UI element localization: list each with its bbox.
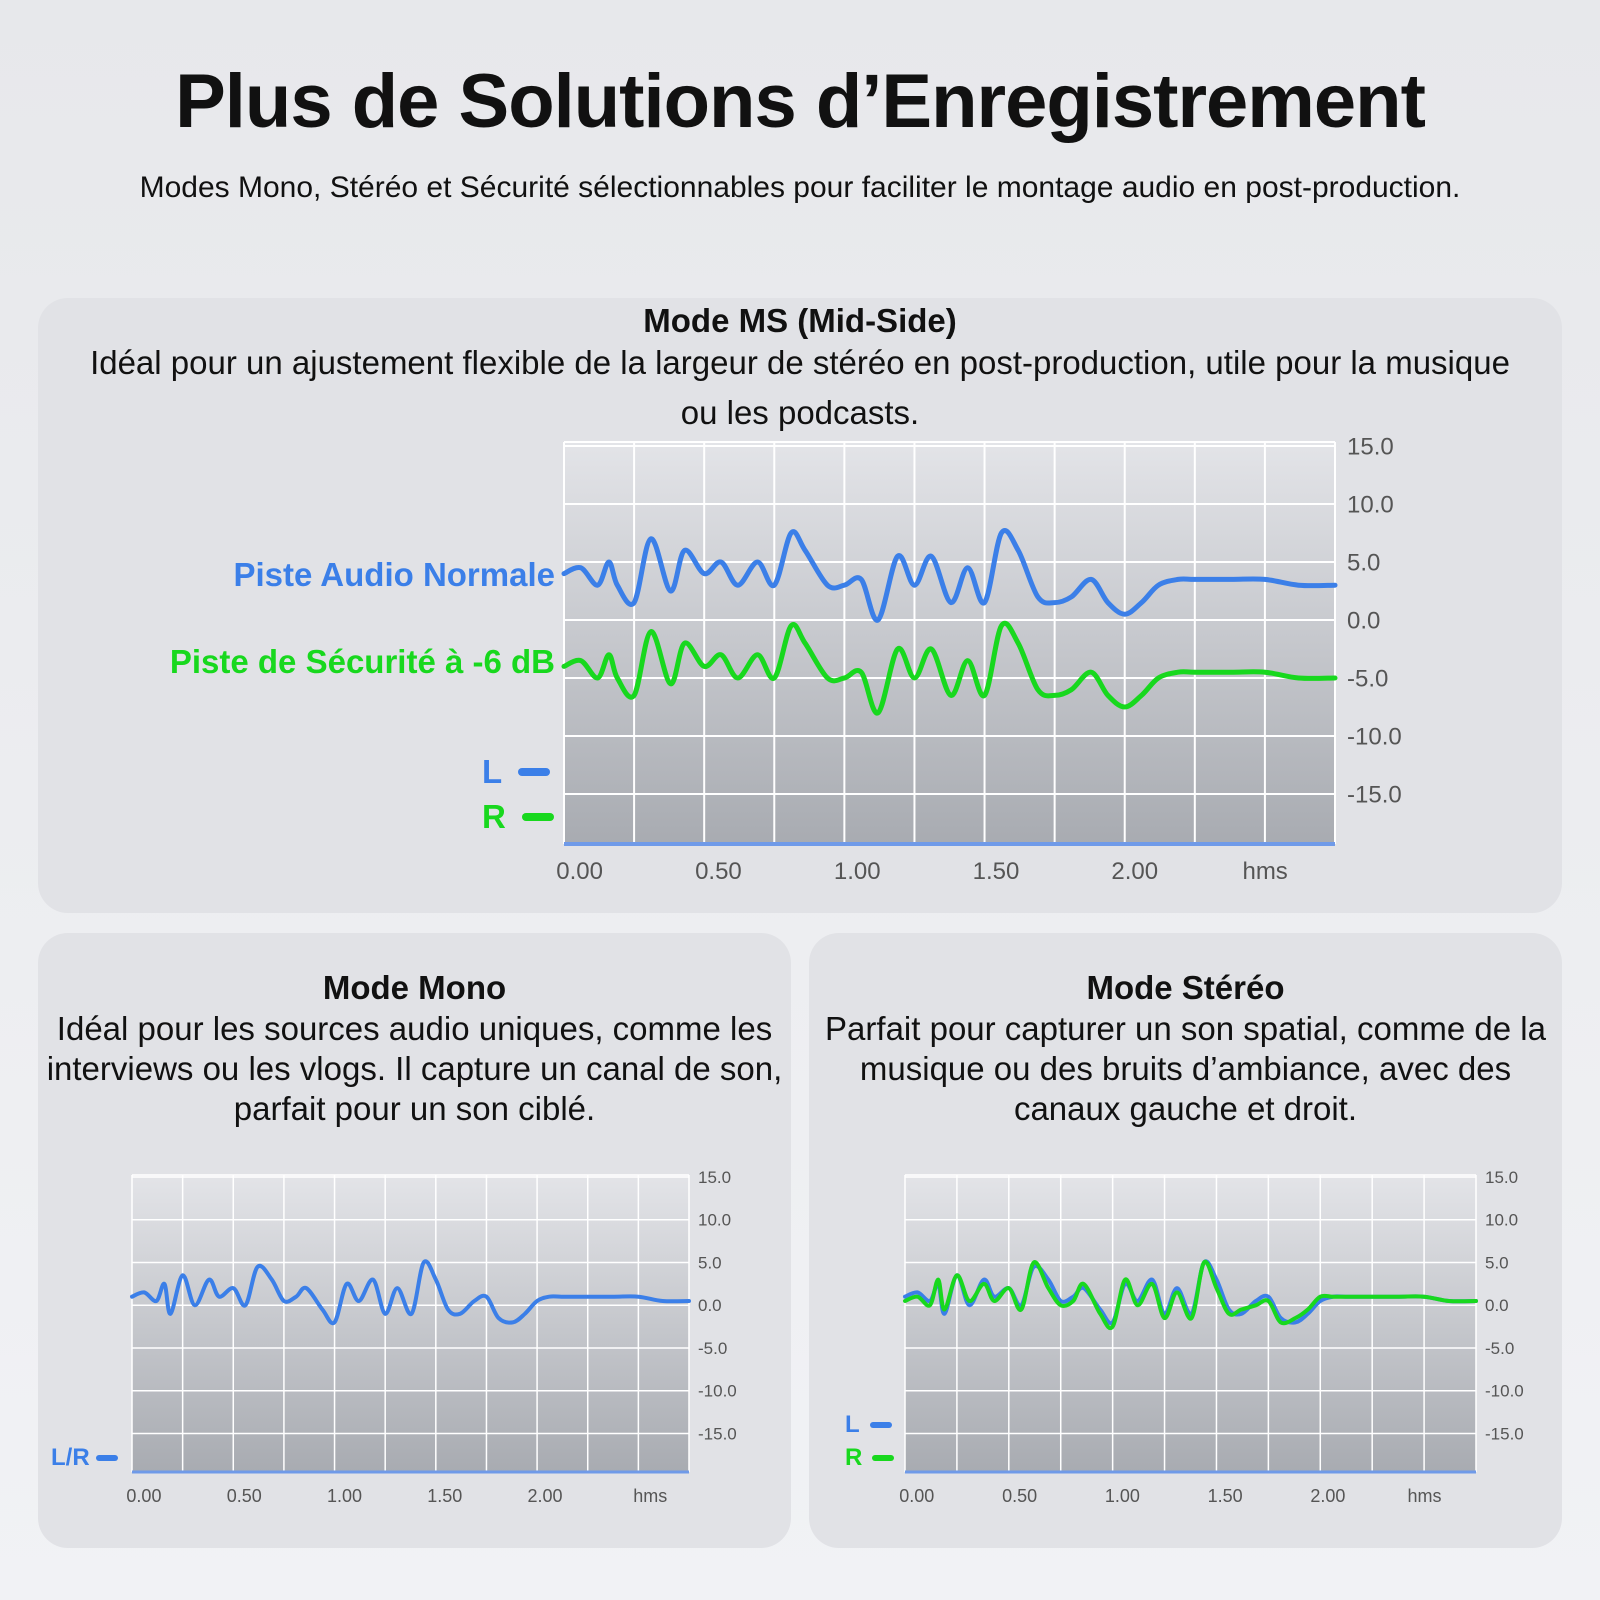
page-title: Plus de Solutions d’Enregistrement bbox=[175, 59, 1426, 144]
y-tick-label: -5.0 bbox=[1485, 1339, 1514, 1358]
legend-l: L bbox=[482, 753, 551, 791]
x-tick-label: 1.50 bbox=[427, 1486, 462, 1506]
y-tick-label: -15.0 bbox=[698, 1424, 737, 1443]
x-tick-label: 2.00 bbox=[527, 1486, 562, 1506]
ms-mode-title: Mode MS (Mid-Side) bbox=[643, 302, 957, 339]
y-tick-label: 10.0 bbox=[698, 1211, 731, 1230]
series-line-r bbox=[561, 620, 1338, 716]
legend-lr-swatch bbox=[95, 1455, 118, 1461]
series-line-l bbox=[561, 528, 1338, 623]
y-tick-label: 15.0 bbox=[1485, 1168, 1518, 1187]
y-tick-label: -10.0 bbox=[698, 1382, 737, 1401]
legend-r-swatch bbox=[872, 1455, 895, 1461]
plot-area bbox=[905, 1175, 1476, 1472]
x-tick-label: 1.50 bbox=[1208, 1486, 1243, 1506]
legend-r: R bbox=[482, 798, 554, 836]
x-tick-label: hms bbox=[1407, 1486, 1441, 1506]
y-tick-label: -5.0 bbox=[698, 1339, 727, 1358]
y-tick-label: -15.0 bbox=[1347, 781, 1402, 808]
y-tick-label: 5.0 bbox=[698, 1253, 722, 1272]
x-tick-label: 1.50 bbox=[973, 858, 1020, 885]
x-tick-label: 0.00 bbox=[126, 1486, 161, 1506]
legend-l-label: L bbox=[482, 753, 503, 790]
x-tick-label: 1.00 bbox=[1105, 1486, 1140, 1506]
legend-l-swatch bbox=[869, 1422, 892, 1428]
series-label-normal: Piste Audio Normale bbox=[233, 556, 555, 593]
legend-r-swatch bbox=[521, 813, 554, 821]
stereo-mode-card: Mode Stéréo Parfait pour capturer un son… bbox=[809, 933, 1562, 1548]
y-tick-label: 15.0 bbox=[1347, 433, 1394, 460]
mono-mode-card: Mode Mono Idéal pour les sources audio u… bbox=[38, 933, 791, 1548]
y-tick-label: 15.0 bbox=[698, 1168, 731, 1187]
plot-area bbox=[564, 442, 1335, 844]
x-tick-label: 0.50 bbox=[695, 858, 742, 885]
plot-area bbox=[132, 1175, 689, 1472]
legend-l: L bbox=[845, 1411, 892, 1439]
y-tick-label: 5.0 bbox=[1485, 1253, 1509, 1272]
ms-mode-card: Mode MS (Mid-Side) Idéal pour un ajustem… bbox=[38, 298, 1562, 913]
x-tick-label: 0.50 bbox=[1002, 1486, 1037, 1506]
x-tick-label: hms bbox=[1242, 858, 1287, 885]
legend-lr-label: L/R bbox=[51, 1444, 90, 1471]
x-tick-label: 2.00 bbox=[1111, 858, 1158, 885]
y-tick-label: 10.0 bbox=[1485, 1211, 1518, 1230]
y-tick-label: -15.0 bbox=[1485, 1424, 1524, 1443]
x-tick-label: 0.00 bbox=[899, 1486, 934, 1506]
x-tick-label: 0.00 bbox=[556, 858, 603, 885]
page-subtitle: Modes Mono, Stéréo et Sécurité sélection… bbox=[139, 171, 1461, 204]
y-tick-label: -10.0 bbox=[1485, 1382, 1524, 1401]
legend-r-label: R bbox=[845, 1444, 863, 1471]
x-tick-label: 1.00 bbox=[327, 1486, 362, 1506]
series-line-lr bbox=[130, 1259, 691, 1326]
legend-r-label: R bbox=[482, 798, 506, 835]
legend-lr: L/R bbox=[51, 1444, 118, 1472]
x-tick-label: 0.50 bbox=[227, 1486, 262, 1506]
series-label-safety: Piste de Sécurité à -6 dB bbox=[169, 643, 555, 680]
mono-mode-title: Mode Mono bbox=[322, 969, 507, 1006]
stereo-waveform-chart: 15.0 10.0 5.0 0.0 -5.0 -10.0 -15.0 0.00 0.50 1.00… bbox=[899, 1168, 1524, 1506]
legend-r: R bbox=[845, 1444, 895, 1472]
y-tick-label: -5.0 bbox=[1347, 665, 1388, 692]
legend-l-swatch bbox=[518, 768, 551, 776]
y-tick-label: -10.0 bbox=[1347, 723, 1402, 750]
y-tick-label: 10.0 bbox=[1347, 491, 1394, 518]
ms-waveform-chart: 15.0 10.0 5.0 0.0 -5.0 -10.0 -15.0 0.00 0.50 1.00… bbox=[556, 433, 1402, 885]
legend-l-label: L bbox=[845, 1411, 860, 1438]
stereo-mode-title: Mode Stéréo bbox=[1086, 969, 1285, 1006]
y-tick-label: 0.0 bbox=[1347, 607, 1380, 634]
x-tick-label: 1.00 bbox=[834, 858, 881, 885]
ms-mode-description: Idéal pour un ajustement flexible de la … bbox=[90, 344, 1510, 431]
mono-mode-description: Idéal pour les sources audio uniques, co… bbox=[46, 1010, 783, 1127]
y-tick-label: 5.0 bbox=[1347, 549, 1380, 576]
mono-waveform-chart: 15.0 10.0 5.0 0.0 -5.0 -10.0 -15.0 0.00 0.50 1.00… bbox=[126, 1168, 737, 1506]
series-line-r bbox=[903, 1259, 1478, 1331]
stereo-mode-description: Parfait pour capturer un son spatial, co… bbox=[825, 1010, 1546, 1127]
x-tick-label: hms bbox=[633, 1486, 667, 1506]
y-tick-label: 0.0 bbox=[1485, 1296, 1509, 1315]
y-tick-label: 0.0 bbox=[698, 1296, 722, 1315]
x-tick-label: 2.00 bbox=[1310, 1486, 1345, 1506]
